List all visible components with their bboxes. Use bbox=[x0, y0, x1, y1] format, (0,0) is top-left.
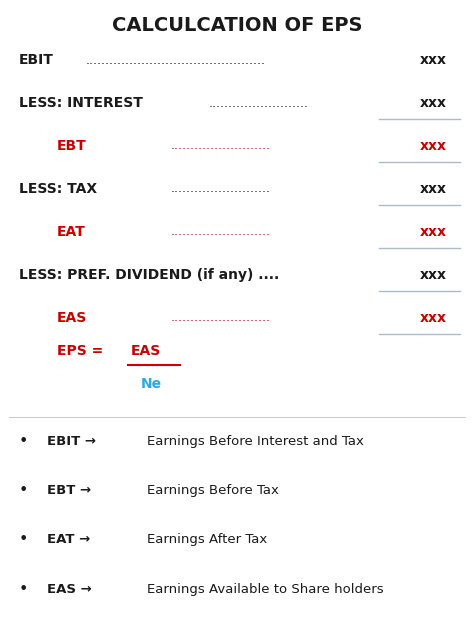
Text: LESS: PREF. DIVIDEND (if any) ....: LESS: PREF. DIVIDEND (if any) .... bbox=[19, 268, 279, 282]
Text: EBIT: EBIT bbox=[19, 53, 54, 67]
Text: EAS: EAS bbox=[57, 311, 87, 325]
Text: EBIT →: EBIT → bbox=[47, 435, 96, 447]
Text: •: • bbox=[19, 483, 28, 498]
Text: Earnings Before Tax: Earnings Before Tax bbox=[147, 484, 279, 497]
Text: EAS →: EAS → bbox=[47, 583, 92, 595]
Text: .........................: ......................... bbox=[171, 312, 271, 324]
Text: xxx: xxx bbox=[420, 53, 447, 67]
Text: xxx: xxx bbox=[420, 268, 447, 282]
Text: EAT →: EAT → bbox=[47, 533, 91, 546]
Text: .............................................: ........................................… bbox=[85, 54, 265, 66]
Text: EAS: EAS bbox=[130, 344, 161, 358]
Text: EAT: EAT bbox=[57, 225, 86, 239]
Text: .........................: ......................... bbox=[209, 97, 309, 109]
Text: .........................: ......................... bbox=[171, 226, 271, 238]
Text: EPS =: EPS = bbox=[57, 344, 108, 358]
Text: xxx: xxx bbox=[420, 96, 447, 110]
Text: .........................: ......................... bbox=[171, 140, 271, 152]
Text: •: • bbox=[19, 581, 28, 597]
Text: Earnings Available to Share holders: Earnings Available to Share holders bbox=[147, 583, 383, 595]
Text: Earnings Before Interest and Tax: Earnings Before Interest and Tax bbox=[147, 435, 364, 447]
Text: EBT: EBT bbox=[57, 139, 87, 153]
Text: CALCULCATION OF EPS: CALCULCATION OF EPS bbox=[112, 16, 362, 35]
Text: Earnings After Tax: Earnings After Tax bbox=[147, 533, 267, 546]
Text: .........................: ......................... bbox=[171, 183, 271, 195]
Text: EBT →: EBT → bbox=[47, 484, 91, 497]
Text: •: • bbox=[19, 434, 28, 449]
Text: LESS: INTEREST: LESS: INTEREST bbox=[19, 96, 143, 110]
Text: xxx: xxx bbox=[420, 225, 447, 239]
Text: LESS: TAX: LESS: TAX bbox=[19, 182, 97, 196]
Text: xxx: xxx bbox=[420, 182, 447, 196]
Text: •: • bbox=[19, 631, 28, 632]
Text: Ne: Ne bbox=[141, 377, 162, 391]
Text: xxx: xxx bbox=[420, 311, 447, 325]
Text: •: • bbox=[19, 532, 28, 547]
Text: xxx: xxx bbox=[420, 139, 447, 153]
